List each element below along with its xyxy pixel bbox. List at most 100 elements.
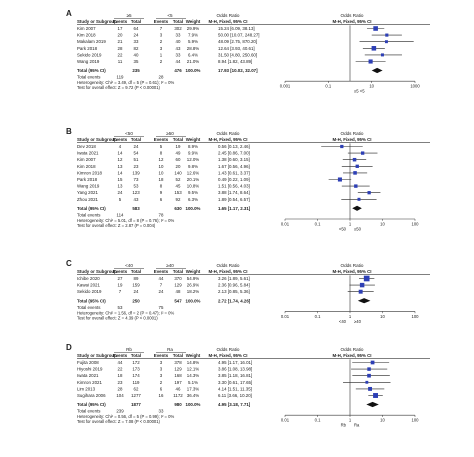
panel-d-study-total2: 1172 [173, 393, 183, 398]
panel-c-letter: C [66, 259, 72, 268]
panel-d-study-events1: 104 [116, 393, 124, 398]
panel-b-study-total1: 139 [132, 170, 140, 175]
panel-b-study-total1: 53 [134, 184, 139, 189]
panel-d-x-tick-label: 1 [349, 418, 352, 423]
panel-a-study-events1: 22 [118, 52, 123, 57]
panel-a-overall-effect: Test for overall effect: Z = 9.72 (P < 0… [77, 85, 161, 90]
panel-d-favours-left: Rb [341, 423, 347, 428]
panel-b-study-square [354, 184, 358, 188]
panel-b-total-events-label: Total events [77, 213, 101, 218]
panel-d-total-events1: 239 [116, 409, 124, 414]
panel-d-study-events1: 28 [118, 386, 123, 391]
panel-b-study-name: Iwata 2021 [77, 151, 99, 156]
panel-a-study-total1: 82 [134, 46, 139, 51]
panel-d-study-total1: 174 [132, 373, 140, 378]
panel-b-heterogeneity: Heterogeneity: Chi² = 5.01, df = 8 (P = … [77, 218, 174, 223]
panel-c-header-weight: Weight [186, 269, 201, 274]
panel-a-study-total2: 40 [176, 39, 181, 44]
panel-d-study-weight: 14.8% [187, 360, 200, 365]
panel-c-study-square [359, 282, 365, 288]
panel-d-study-events1: 44 [118, 360, 123, 365]
panel-a-total-events1: 119 [117, 75, 125, 80]
panel-c-study-ci: 3.26 [1.89, 5.61] [218, 276, 250, 281]
panel-a-study-name: Kim 2018 [77, 33, 96, 38]
panel-b-study-total2: 92 [176, 197, 181, 202]
panel-d-study-ci: 3.86 [1.08, 13.98] [218, 367, 252, 372]
panel-b-study-events1: 15 [118, 177, 123, 182]
panel-b-header-weight: Weight [186, 137, 201, 142]
panel-c-study-total2: 129 [174, 283, 182, 288]
panel-c-total-events-label: Total events [77, 305, 101, 310]
panel-b-x-tick-label: 100 [412, 222, 420, 227]
panel-c-study-ci: 2.13 [0.85, 5.36] [218, 289, 250, 294]
panel-a-study-square [385, 33, 389, 37]
panel-d-study-total2: 378 [174, 360, 182, 365]
panel-d-study-square [367, 373, 371, 378]
panel-c-heterogeneity: Heterogeneity: Chi² = 1.56, df = 2 (P = … [77, 310, 174, 315]
panel-b-header-or-right: M-H, Fixed, 95% CI [332, 137, 371, 142]
panel-c-or-title-right: Odds Ratio [341, 263, 364, 268]
panel-a-study-square [371, 46, 377, 51]
panel-c-study-total2: 48 [176, 289, 181, 294]
panel-c-total-events1: 53 [118, 305, 123, 310]
panel-c-study-weight: 26.9% [187, 283, 200, 288]
panel-a-header-or-right: M-H, Fixed, 95% CI [332, 19, 371, 24]
panel-b-total-ci: 1.65 [1.17, 2.31] [218, 206, 251, 211]
panel-c-or-title-left: Odds Ratio [217, 263, 240, 268]
panel-b-favours-right: ≥50 [354, 227, 362, 232]
panel-b-study-total1: 54 [134, 151, 139, 156]
panel-a-favours-right: ≥5 <5 [354, 89, 365, 94]
panel-b-study-weight: 10.8% [187, 184, 200, 189]
panel-b-study-events2: 10 [159, 164, 164, 169]
panel-b-study-events2: 8 [160, 151, 163, 156]
panel-b-study-total2: 20 [176, 164, 181, 169]
panel-a-study-square [368, 59, 373, 64]
panel-b-total-n1: 583 [132, 206, 140, 211]
panel-b-study-ci: 1.43 [0.61, 3.37] [218, 170, 250, 175]
panel-c-x-tick-label: 100 [412, 314, 420, 319]
panel-b-total-n2: 630 [174, 206, 182, 211]
panel-b-study-events1: 4 [119, 144, 122, 149]
panel-b-study-square [360, 151, 365, 155]
panel-a-study-name: Wang 2019 [77, 59, 100, 64]
panel-a-study-events2: 2 [160, 39, 163, 44]
panel-b-study-events1: 24 [118, 190, 123, 195]
panel-b-study-weight: 9.8% [188, 164, 198, 169]
panel-b-overall-effect: Test for overall effect: Z = 2.87 (P = 0… [77, 223, 156, 228]
panel-d-study-events1: 23 [118, 380, 123, 385]
panel-c-total-events2: 75 [159, 305, 164, 310]
panel-d-header-weight: Weight [186, 353, 201, 358]
panel-a-header-or-left: M-H, Fixed, 95% CI [208, 19, 247, 24]
panel-c-study-events1: 27 [118, 276, 123, 281]
panel-d-header-study: Study or Subgroup [77, 353, 117, 358]
panel-a-header-events1: Events [113, 19, 128, 24]
panel-c-total-diamond [357, 298, 371, 304]
panel-b-study-weight: 6.3% [188, 197, 198, 202]
panel-b-study-events2: 9 [160, 190, 163, 195]
panel-b-study-ci: 2.45 [0.86, 7.00] [218, 151, 250, 156]
panel-a-study-square [384, 40, 388, 44]
panel-a-total-label: Total (95% CI) [77, 68, 106, 73]
panel-c-favours-right: ≥40 [354, 319, 362, 324]
panel-d-or-title-left: Odds Ratio [217, 347, 240, 352]
panel-d-study-name: Fujita 2008 [77, 360, 99, 365]
panel-d-study-ci: 4.95 [1.17, 16.01] [218, 360, 252, 365]
panel-a-study-total2: 43 [176, 46, 181, 51]
panel-a-study-ci: 50.00 [10.07, 248.27] [218, 33, 260, 38]
panel-a-total-n1: 235 [132, 68, 140, 73]
panel-d-study-name: Sugihara 2006 [77, 393, 106, 398]
panel-a-header-total1: Total [131, 19, 141, 24]
panel-d-study-events2: 16 [159, 393, 164, 398]
panel-b-letter: B [66, 127, 72, 136]
panel-d-x-tick-label: 0.01 [281, 418, 290, 423]
panel-b-study-total1: 51 [134, 157, 139, 162]
panel-c-total-n2: 547 [174, 298, 182, 303]
panel-b-study-square [337, 177, 342, 182]
panel-c-group1-label: <40 [125, 263, 133, 268]
panel-c-header-or-right: M-H, Fixed, 95% CI [332, 269, 371, 274]
panel-a-or-title-left: Odds Ratio [217, 13, 240, 18]
panel-d-header-total2: Total [173, 353, 183, 358]
panel-a-total-n2: 476 [174, 68, 182, 73]
panel-b-x-tick-label: 1 [349, 222, 352, 227]
panel-a-study-events1: 11 [118, 59, 123, 64]
